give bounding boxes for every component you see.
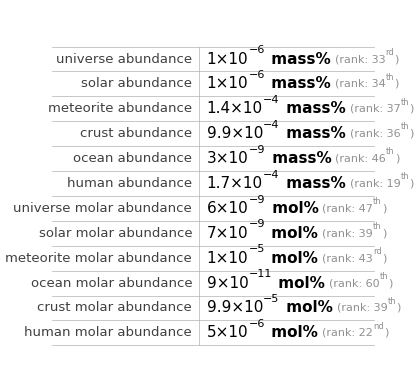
Text: th: th <box>401 123 409 132</box>
Text: th: th <box>373 222 381 231</box>
Text: 3×10: 3×10 <box>207 151 248 166</box>
Text: ): ) <box>409 104 414 114</box>
Text: (rank: 39: (rank: 39 <box>322 228 373 238</box>
Text: mass%: mass% <box>281 176 346 191</box>
Text: −6: −6 <box>248 45 265 55</box>
Text: −4: −4 <box>263 170 280 180</box>
Text: (rank: 60: (rank: 60 <box>329 278 380 288</box>
Text: ocean abundance: ocean abundance <box>73 152 192 165</box>
Text: 1.4×10: 1.4×10 <box>207 101 263 116</box>
Text: universe molar abundance: universe molar abundance <box>13 202 192 215</box>
Text: crust abundance: crust abundance <box>80 127 192 140</box>
Text: th: th <box>380 272 389 281</box>
Text: 9.9×10: 9.9×10 <box>207 126 263 141</box>
Text: ): ) <box>394 79 399 89</box>
Text: mol%: mol% <box>273 275 325 291</box>
Text: ): ) <box>381 228 386 238</box>
Text: solar abundance: solar abundance <box>81 77 192 90</box>
Text: meteorite molar abundance: meteorite molar abundance <box>5 252 192 265</box>
Text: ocean molar abundance: ocean molar abundance <box>31 277 192 289</box>
Text: th: th <box>386 147 395 156</box>
Text: th: th <box>388 297 396 306</box>
Text: mol%: mol% <box>266 326 318 340</box>
Text: 1×10: 1×10 <box>207 76 248 92</box>
Text: ): ) <box>395 154 399 164</box>
Text: (rank: 22: (rank: 22 <box>322 328 373 338</box>
Text: crust molar abundance: crust molar abundance <box>37 301 192 315</box>
Text: human molar abundance: human molar abundance <box>25 326 192 340</box>
Text: −4: −4 <box>263 95 280 105</box>
Text: th: th <box>400 172 409 181</box>
Text: 9×10: 9×10 <box>207 275 248 291</box>
Text: ): ) <box>382 203 386 213</box>
Text: (rank: 43: (rank: 43 <box>322 253 373 263</box>
Text: th: th <box>386 73 394 82</box>
Text: mass%: mass% <box>267 151 331 166</box>
Text: ): ) <box>389 278 393 288</box>
Text: (rank: 34: (rank: 34 <box>335 79 386 89</box>
Text: 7×10: 7×10 <box>207 226 248 241</box>
Text: th: th <box>373 197 382 206</box>
Text: −5: −5 <box>263 294 280 304</box>
Text: mol%: mol% <box>267 201 318 216</box>
Text: ): ) <box>384 328 388 338</box>
Text: −9: −9 <box>248 145 265 155</box>
Text: ): ) <box>409 178 414 189</box>
Text: 5×10: 5×10 <box>207 326 248 340</box>
Text: 1×10: 1×10 <box>207 52 248 66</box>
Text: (rank: 33: (rank: 33 <box>335 54 386 64</box>
Text: mol%: mol% <box>266 251 318 266</box>
Text: (rank: 19: (rank: 19 <box>349 178 400 189</box>
Text: mass%: mass% <box>266 52 331 66</box>
Text: human abundance: human abundance <box>67 177 192 190</box>
Text: ): ) <box>381 253 386 263</box>
Text: −9: −9 <box>248 195 265 204</box>
Text: ): ) <box>396 303 401 313</box>
Text: 1×10: 1×10 <box>207 251 248 266</box>
Text: mass%: mass% <box>266 76 331 92</box>
Text: −11: −11 <box>248 269 272 279</box>
Text: −4: −4 <box>263 120 280 130</box>
Text: −6: −6 <box>248 70 265 80</box>
Text: −5: −5 <box>248 244 265 255</box>
Text: 1.7×10: 1.7×10 <box>207 176 263 191</box>
Text: mol%: mol% <box>281 300 333 315</box>
Text: ): ) <box>394 54 399 64</box>
Text: nd: nd <box>373 322 384 331</box>
Text: ): ) <box>409 129 414 139</box>
Text: (rank: 36: (rank: 36 <box>350 129 401 139</box>
Text: solar molar abundance: solar molar abundance <box>39 227 192 240</box>
Text: (rank: 39: (rank: 39 <box>337 303 388 313</box>
Text: rd: rd <box>386 48 394 57</box>
Text: mol%: mol% <box>266 226 318 241</box>
Text: universe abundance: universe abundance <box>56 52 192 66</box>
Text: mass%: mass% <box>281 101 346 116</box>
Text: (rank: 47: (rank: 47 <box>322 203 373 213</box>
Text: meteorite abundance: meteorite abundance <box>48 102 192 115</box>
Text: 9.9×10: 9.9×10 <box>207 300 263 315</box>
Text: rd: rd <box>373 247 381 256</box>
Text: −9: −9 <box>248 220 265 229</box>
Text: −6: −6 <box>248 319 265 329</box>
Text: mass%: mass% <box>281 126 346 141</box>
Text: (rank: 46: (rank: 46 <box>335 154 386 164</box>
Text: (rank: 37: (rank: 37 <box>349 104 400 114</box>
Text: th: th <box>400 97 409 107</box>
Text: 6×10: 6×10 <box>207 201 248 216</box>
